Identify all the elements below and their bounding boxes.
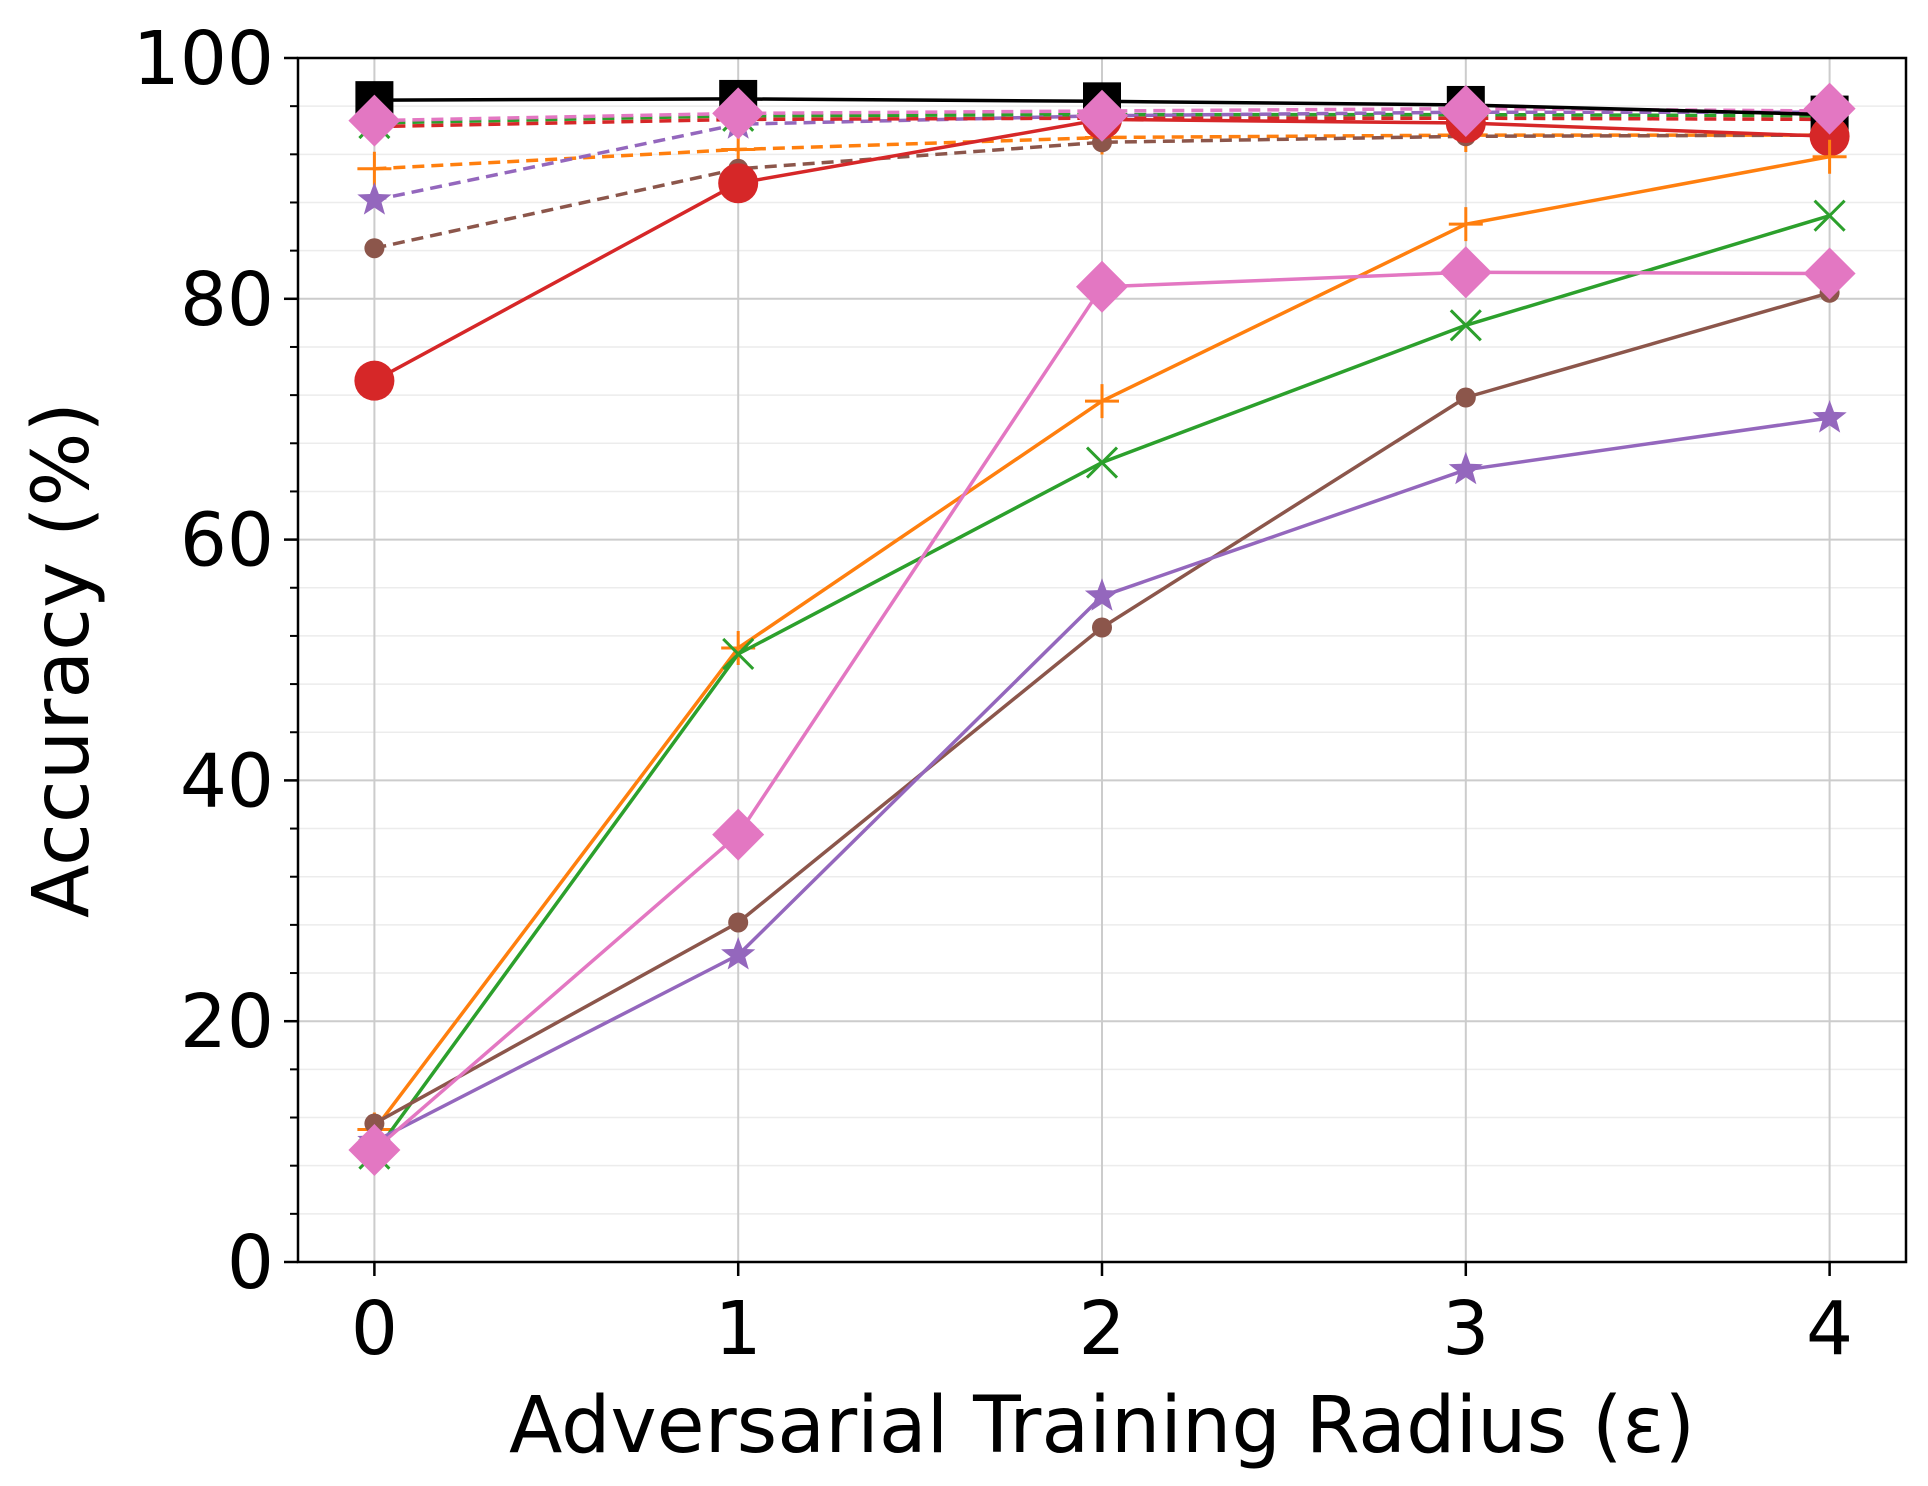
star-marker [1084,578,1120,611]
circle-marker [1455,387,1476,408]
ticks: 0 20 40 60 80 100 0 1 2 3 4 [133,16,1853,1372]
star-marker [721,937,756,970]
diamond-marker [1803,247,1856,300]
grid [298,57,1906,1263]
diamond-marker [348,1124,401,1177]
series-layer [348,79,1856,1177]
diamond-marker [1439,84,1492,137]
circle-marker [1092,617,1112,638]
diamond-marker [712,808,765,861]
x-marker [1449,309,1482,342]
star-marker [1448,451,1483,485]
y-tick-label: 60 [180,498,274,584]
circle-marker [364,1113,385,1134]
diamond-marker [712,87,765,140]
x-axis-title: Adversarial Training Radius (ε) [509,1381,1695,1471]
x-tick-label: 2 [1078,1286,1125,1372]
diamond-marker [1803,82,1856,135]
circle-marker [354,360,395,401]
x-marker [1085,446,1119,479]
series-line [374,133,1830,250]
x-tick-label: 0 [351,1286,398,1372]
plus-marker [357,151,392,186]
x-marker [1813,199,1846,232]
x-tick-label: 4 [1806,1286,1853,1372]
circle-marker [1809,116,1850,157]
y-tick-label: 40 [180,738,274,824]
star-marker [1812,400,1847,433]
circle-marker [364,238,385,259]
plus-marker [1812,139,1847,174]
x-tick-label: 3 [1442,1286,1489,1372]
diamond-marker [1439,246,1492,299]
y-tick-label: 0 [227,1220,274,1306]
x-marker [722,637,755,671]
series-14 [348,82,1856,147]
star-marker [357,182,392,215]
y-axis-title: Accuracy (%) [17,402,107,918]
y-tick-label: 100 [133,16,274,102]
circle-marker [728,912,749,933]
circle-marker [718,163,759,204]
diamond-marker [1076,89,1128,142]
plus-marker [1448,207,1483,242]
diamond-marker [1076,260,1128,313]
series-line [374,110,1830,202]
plus-marker [1085,384,1119,419]
series-13 [348,246,1856,1177]
diamond-marker [348,94,401,147]
y-tick-label: 80 [180,257,274,343]
y-tick-label: 20 [180,979,274,1065]
x-tick-label: 1 [715,1286,762,1372]
